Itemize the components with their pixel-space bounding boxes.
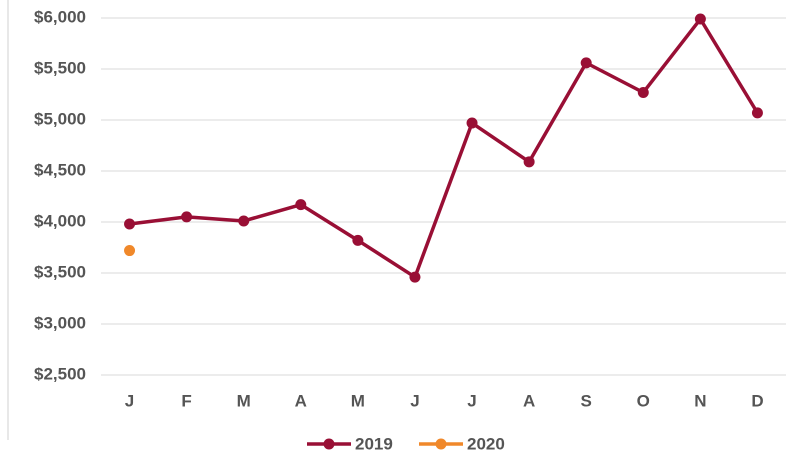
- x-tick-label: S: [581, 391, 592, 410]
- y-tick-label: $4,000: [34, 211, 86, 230]
- data-point: [637, 86, 649, 98]
- y-tick-label: $4,500: [34, 160, 86, 179]
- legend-label: 2020: [467, 434, 505, 453]
- x-tick-label: F: [181, 391, 191, 410]
- x-tick-label: J: [125, 391, 134, 410]
- legend-marker: [323, 438, 335, 450]
- data-point: [181, 211, 193, 223]
- y-tick-label: $5,000: [34, 109, 86, 128]
- y-tick-label: $3,500: [34, 262, 86, 281]
- x-tick-label: J: [410, 391, 419, 410]
- data-point: [466, 117, 478, 129]
- data-point: [238, 215, 250, 227]
- data-point: [694, 13, 706, 25]
- data-point: [295, 199, 307, 211]
- x-tick-label: M: [237, 391, 251, 410]
- x-tick-label: A: [523, 391, 535, 410]
- data-point: [523, 156, 535, 168]
- data-point: [751, 107, 763, 119]
- x-tick-label: D: [751, 391, 763, 410]
- data-point: [124, 218, 136, 230]
- x-tick-label: J: [467, 391, 476, 410]
- y-tick-label: $3,000: [34, 313, 86, 332]
- y-tick-label: $6,000: [34, 7, 86, 26]
- data-point: [580, 57, 592, 69]
- data-point: [124, 245, 136, 257]
- x-tick-label: M: [351, 391, 365, 410]
- legend-marker: [435, 438, 447, 450]
- data-point: [352, 234, 364, 246]
- legend-label: 2019: [355, 434, 393, 453]
- x-tick-label: N: [694, 391, 706, 410]
- series-line: [129, 17, 759, 279]
- x-tick-label: O: [637, 391, 650, 410]
- x-tick-label: A: [295, 391, 307, 410]
- y-tick-label: $5,500: [34, 58, 86, 77]
- y-tick-label: $2,500: [34, 364, 86, 383]
- data-point: [409, 271, 421, 283]
